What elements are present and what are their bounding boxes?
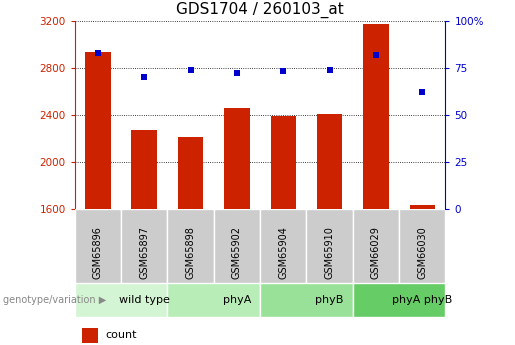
Text: phyA phyB: phyA phyB (392, 295, 452, 305)
Text: GSM66030: GSM66030 (417, 226, 427, 279)
Text: phyB: phyB (315, 295, 344, 305)
Bar (131, 130, 157, 209)
Point (186, 67, 195, 72)
Point (325, 67, 334, 72)
Point (140, 74, 148, 80)
Text: wild type: wild type (119, 295, 169, 305)
Text: phyA: phyA (222, 295, 251, 305)
Bar (353, 283, 445, 317)
Bar (75, 209, 121, 283)
Point (279, 69, 287, 74)
Bar (167, 209, 214, 283)
Point (233, 71, 241, 76)
Text: GSM65904: GSM65904 (278, 226, 288, 279)
Bar (75, 283, 167, 317)
Text: GSM66029: GSM66029 (371, 226, 381, 279)
Text: count: count (106, 331, 138, 340)
Bar (260, 209, 306, 283)
Title: GDS1704 / 260103_at: GDS1704 / 260103_at (176, 2, 344, 18)
Bar (317, 114, 342, 209)
Text: GSM65910: GSM65910 (324, 226, 335, 279)
Bar (409, 205, 435, 209)
Text: GSM65898: GSM65898 (185, 226, 196, 279)
Bar (121, 209, 167, 283)
Bar (270, 116, 296, 209)
Text: GSM65897: GSM65897 (139, 226, 149, 279)
Bar (363, 24, 389, 209)
Text: GSM65896: GSM65896 (93, 226, 103, 279)
Bar (167, 283, 260, 317)
Bar (260, 283, 353, 317)
Bar (224, 108, 250, 209)
Text: GSM65902: GSM65902 (232, 226, 242, 279)
Bar (214, 209, 260, 283)
Bar (399, 209, 445, 283)
Bar (353, 209, 399, 283)
Point (372, 52, 380, 57)
Bar (82, 328, 98, 343)
Bar (306, 209, 353, 283)
Point (418, 89, 426, 95)
Point (94, 50, 102, 56)
Bar (178, 137, 203, 209)
Text: genotype/variation ▶: genotype/variation ▶ (3, 295, 106, 305)
Bar (85, 52, 111, 209)
